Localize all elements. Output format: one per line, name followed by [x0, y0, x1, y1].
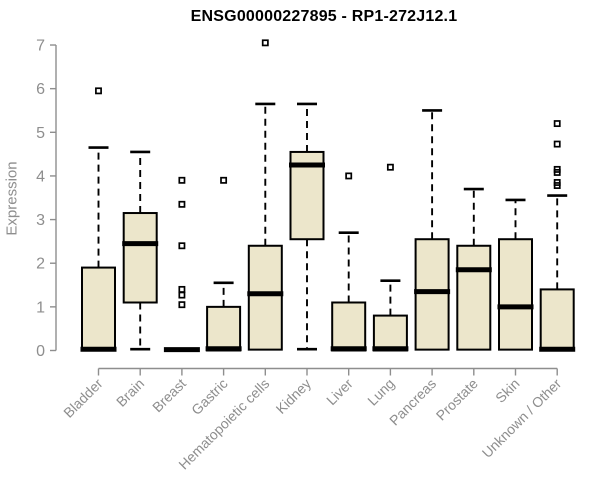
x-tick-label: Skin	[492, 375, 523, 406]
x-tick-label: Prostate	[433, 375, 481, 423]
x-tick-label: Kidney	[273, 375, 315, 417]
box-rect	[456, 244, 492, 351]
outlier-point	[553, 168, 561, 176]
outlier-point	[178, 301, 186, 309]
box-group-lung	[372, 163, 409, 352]
box-rect	[122, 212, 158, 304]
outlier-point	[178, 291, 186, 299]
outlier-point	[345, 172, 353, 180]
outlier-point	[178, 242, 186, 250]
outlier-point	[261, 39, 269, 47]
x-tick-label: Breast	[149, 375, 189, 415]
box-group-unknown-other	[539, 120, 576, 352]
box-rect	[206, 305, 242, 352]
box-group-brain	[122, 150, 159, 351]
box-rect	[372, 314, 408, 352]
y-tick-label: 5	[36, 125, 45, 142]
y-tick-label: 4	[36, 168, 45, 185]
outlier-point	[386, 163, 394, 171]
y-tick-label: 1	[36, 299, 45, 316]
x-tick-label: Brain	[113, 375, 147, 409]
box-rect	[539, 288, 575, 352]
outlier-point	[178, 285, 186, 293]
box-group-skin	[497, 198, 534, 351]
outlier-point	[95, 87, 102, 95]
y-tick-label: 3	[36, 212, 45, 229]
x-tick-label: Unknown / Other	[479, 375, 565, 461]
x-tick-label: Liver	[323, 375, 356, 408]
box-group-hematopoietic-cells	[247, 39, 284, 351]
box-rect	[331, 301, 367, 352]
outlier-point	[220, 176, 228, 184]
chart-title: ENSG00000227895 - RP1-272J12.1	[190, 8, 458, 25]
outlier-point	[553, 140, 561, 148]
box-group-pancreas	[414, 109, 451, 351]
y-tick-label: 7	[36, 38, 45, 55]
outlier-point	[178, 176, 186, 184]
x-tick-label: Bladder	[60, 375, 106, 421]
box-rect	[81, 266, 116, 352]
box-group-breast	[163, 176, 200, 353]
outlier-point	[178, 200, 186, 208]
outlier-point	[553, 182, 561, 189]
box-group-gastric	[205, 176, 242, 352]
outlier-point	[553, 120, 561, 128]
box-rect	[247, 244, 283, 351]
box-group-kidney	[289, 102, 325, 351]
y-tick-label: 0	[36, 343, 45, 360]
box-group-prostate	[455, 187, 492, 351]
box-rect	[414, 238, 450, 351]
y-tick-label: 6	[36, 81, 45, 98]
y-tick-label: 2	[36, 256, 45, 273]
box-rect	[498, 238, 533, 351]
box-group-liver	[330, 172, 367, 352]
x-tick-label: Lung	[364, 375, 397, 408]
box-group-bladder	[80, 87, 117, 352]
